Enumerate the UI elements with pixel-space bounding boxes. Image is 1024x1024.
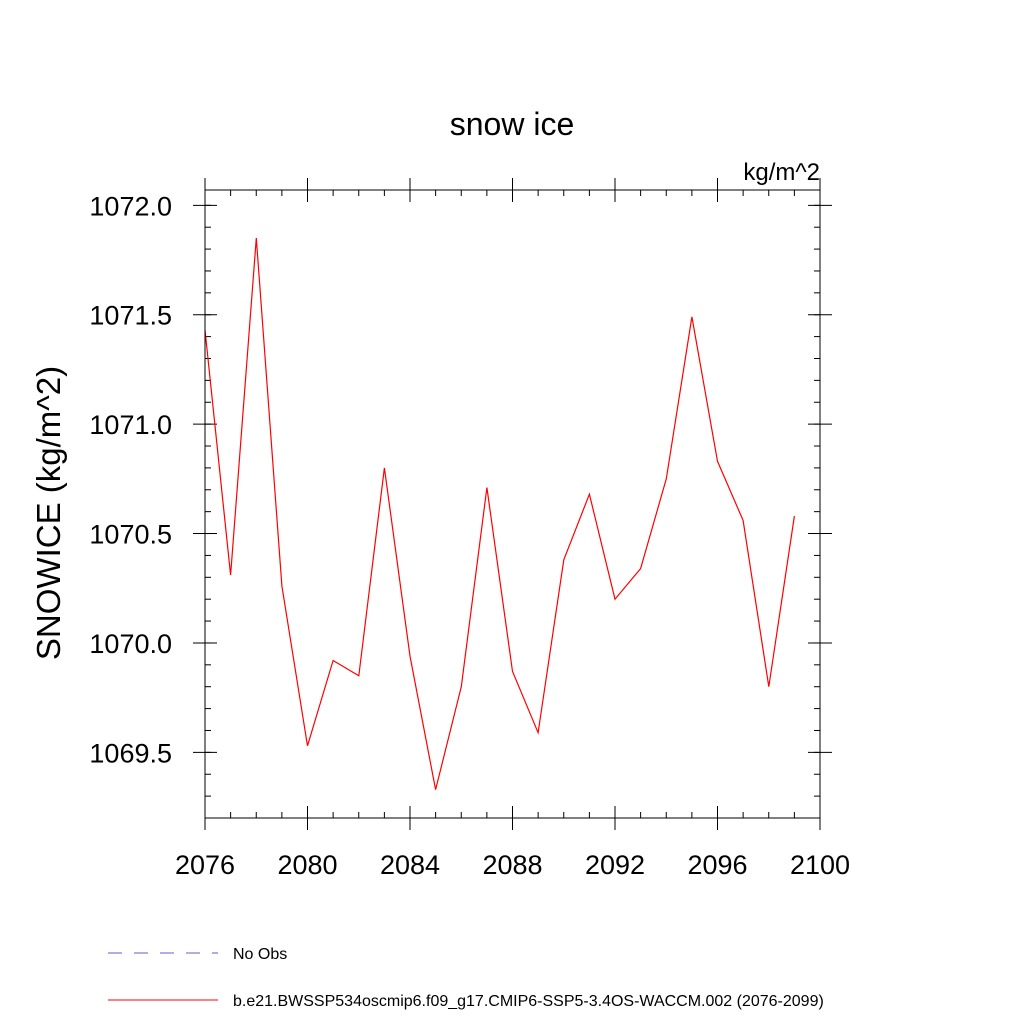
x-tick-label: 2080 (277, 850, 337, 880)
series-line (204, 238, 795, 790)
x-tick-label: 2092 (585, 850, 645, 880)
chart-title: snow ice (450, 106, 575, 142)
y-axis-label: SNOWICE (kg/m^2) (30, 366, 67, 660)
y-tick-label: 1070.5 (89, 520, 172, 550)
legend-label: b.e21.BWSSP534oscmip6.f09_g17.CMIP6-SSP5… (233, 993, 824, 1010)
y-tick-label: 1072.0 (89, 191, 172, 221)
x-tick-labels: 2076 2080 2084 2088 2092 2096 2100 (175, 850, 850, 880)
y-tick-label: 1071.0 (89, 410, 172, 440)
y-tick-label: 1071.5 (89, 301, 172, 331)
y-tick-labels: 1069.5 1070.0 1070.5 1071.0 1071.5 1072.0 (89, 191, 172, 768)
series-layer (204, 238, 795, 790)
plot-frame (204, 189, 821, 819)
units-label: kg/m^2 (743, 159, 820, 186)
x-tick-label: 2084 (380, 850, 440, 880)
x-tick-label: 2088 (482, 850, 542, 880)
y-tick-label: 1070.0 (89, 629, 172, 659)
x-tick-label: 2096 (687, 850, 747, 880)
x-tick-label: 2076 (175, 850, 235, 880)
legend: No Obs b.e21.BWSSP534oscmip6.f09_g17.CMIP… (108, 946, 824, 1010)
x-tick-label: 2100 (790, 850, 850, 880)
legend-label: No Obs (233, 946, 287, 963)
y-tick-label: 1069.5 (89, 738, 172, 768)
